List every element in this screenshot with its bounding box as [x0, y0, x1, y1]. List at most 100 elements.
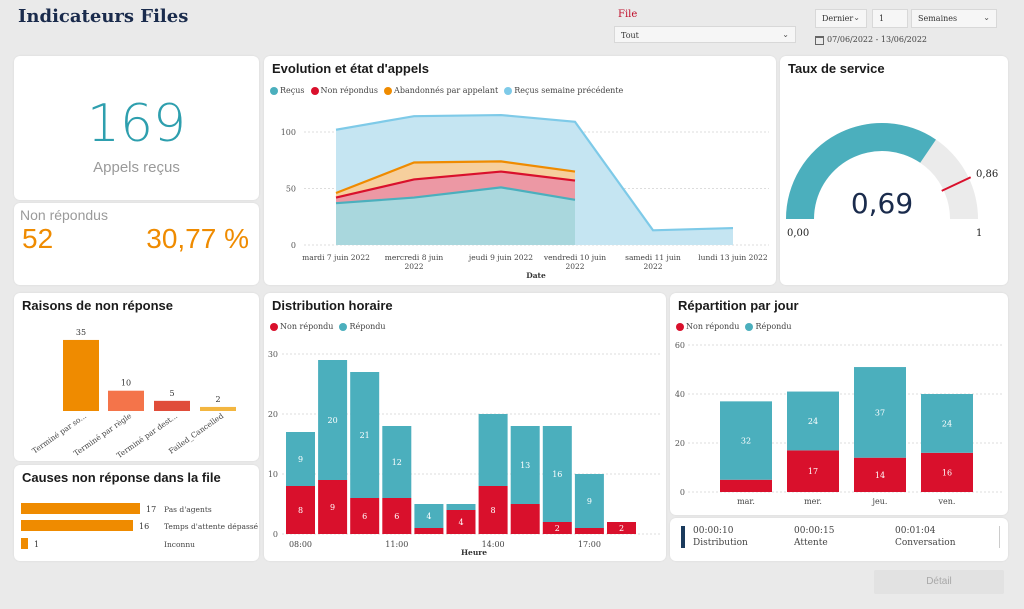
x-tick-label: samedi 11 juin: [625, 253, 681, 262]
bar-value-label: 16: [139, 522, 149, 531]
x-tick-label: ven.: [938, 497, 956, 506]
bar-non-repondu: [350, 498, 380, 534]
bar-repondu: [510, 426, 540, 504]
service-rate-gauge: 0,69 0,86 0,00 1: [786, 122, 998, 239]
gauge-target-label: 0,86: [976, 169, 998, 180]
x-tick-label: 2022: [404, 262, 423, 271]
reasons-card: Raisons de non réponse 35 Terminé par so.…: [14, 293, 259, 461]
bar-value-label: 35: [76, 328, 86, 337]
x-axis-title: Heure: [461, 548, 487, 557]
series-line: [335, 113, 734, 232]
duration-wait-label: Attente: [794, 538, 828, 548]
bar-value-label: 24: [808, 417, 818, 426]
bar-repondu: [350, 372, 380, 498]
legend-item: Non répondus: [310, 86, 378, 95]
durations-accent-bar: [681, 526, 685, 548]
bar-non-repondu: [720, 479, 772, 492]
legend-item: Non répondu: [270, 322, 333, 331]
daily-chart: 0 20 40 60 32 mar. 17 24 mer. 14 37 jeu. 16 24 ven.: [675, 341, 1004, 506]
bar-non-repondu: [921, 452, 973, 492]
unanswered-card: Non répondus 52 30,77 %: [14, 203, 259, 285]
x-tick-label: mardi 7 juin 2022: [302, 253, 370, 262]
bar: [21, 520, 133, 531]
gauge-target-marker: [941, 176, 972, 192]
bar: [21, 503, 140, 514]
bar-value-label: 4: [458, 518, 463, 527]
x-tick-label: jeu.: [872, 497, 888, 506]
bar-non-repondu: [446, 510, 476, 534]
unanswered-label: Non répondus: [20, 207, 108, 223]
calls-received-label: Appels reçus: [93, 159, 180, 176]
period-mode-value: Dernier: [822, 14, 854, 23]
causes-title: Causes non réponse dans la file: [22, 470, 221, 485]
bar-value-label: 24: [942, 419, 952, 428]
bar-value-label: 9: [298, 455, 303, 464]
detail-button[interactable]: Détail: [874, 570, 1004, 594]
evolution-card: Evolution et état d'appels Reçus Non rép…: [264, 56, 776, 285]
x-tick-label: vendredi 10 juin: [543, 253, 606, 262]
bar-value-label: 17: [146, 505, 156, 514]
bar-value-label: 6: [362, 512, 367, 521]
bar-repondu: [720, 401, 772, 480]
bar-non-repondu: [510, 504, 540, 534]
x-tick-label: 2022: [565, 262, 584, 271]
bar-value-label: 20: [328, 416, 338, 425]
category-label: Temps d'attente dépassé: [164, 522, 259, 531]
bar-value-label: 37: [875, 408, 885, 417]
service-rate-title: Taux de service: [788, 61, 885, 76]
bar-value-label: 12: [392, 458, 402, 467]
durations-card: 00:00:10 Distribution 00:00:15 Attente 0…: [670, 518, 1008, 561]
bar-value-label: 4: [426, 512, 431, 521]
x-tick-label: 14:00: [482, 540, 505, 549]
series-line: [335, 160, 576, 195]
calendar-icon: [815, 36, 824, 45]
period-count-input[interactable]: 1: [872, 9, 908, 28]
hourly-legend: Non répondu Répondu: [270, 322, 392, 331]
legend-item: Abandonnés par appelant: [384, 86, 498, 95]
y-tick-label: 20: [675, 439, 685, 448]
calls-received-value: 169: [86, 94, 187, 154]
bar-value-label: 5: [169, 389, 174, 398]
x-tick-label: 2022: [643, 262, 662, 271]
bar-repondu: [382, 426, 412, 498]
period-count-value: 1: [879, 14, 885, 23]
bar-value-label: 17: [808, 467, 818, 476]
bar-value-label: 8: [491, 506, 496, 515]
bar-value-label: 16: [942, 468, 952, 477]
evolution-legend: Reçus Non répondus Abandonnés par appela…: [270, 86, 629, 95]
bar-non-repondu: [414, 528, 444, 534]
legend-item: Répondu: [339, 322, 386, 331]
bar-non-repondu: [478, 486, 508, 534]
y-tick-label: 100: [281, 128, 296, 137]
duration-wait-value: 00:00:15: [794, 526, 835, 536]
bar-value-label: 32: [741, 437, 751, 446]
service-rate-card: Taux de service 0,69 0,86 0,00 1: [780, 56, 1008, 285]
bar-repondu: [318, 360, 348, 480]
period-unit-select[interactable]: Semaines ⌄: [911, 9, 997, 28]
y-tick-label: 0: [273, 530, 278, 539]
unanswered-value: 52: [22, 223, 54, 254]
bar-repondu: [446, 504, 476, 510]
y-tick-label: 20: [268, 410, 278, 419]
hourly-card: Distribution horaire Non répondu Répondu…: [264, 293, 666, 561]
bar-non-repondu: [574, 528, 604, 534]
bar-repondu: [787, 391, 839, 451]
series-line: [335, 170, 576, 199]
gauge-value: 0,69: [851, 187, 913, 220]
file-filter-select[interactable]: Tout ⌄: [614, 26, 796, 43]
period-mode-select[interactable]: Dernier ⌄: [815, 9, 867, 28]
file-filter-label: File: [618, 9, 638, 20]
causes-card: Causes non réponse dans la file 17 Pas d'…: [14, 465, 259, 561]
page-title: Indicateurs Files: [18, 6, 189, 27]
bar-non-repondu: [286, 486, 315, 534]
bar: [63, 339, 99, 411]
file-filter-value: Tout: [621, 31, 639, 40]
bar-non-repondu: [854, 457, 906, 492]
bar-value-label: 2: [555, 524, 560, 533]
bar: [154, 400, 190, 411]
bar: [108, 390, 144, 411]
daily-title: Répartition par jour: [678, 298, 799, 313]
duration-conversation-value: 00:01:04: [895, 526, 936, 536]
